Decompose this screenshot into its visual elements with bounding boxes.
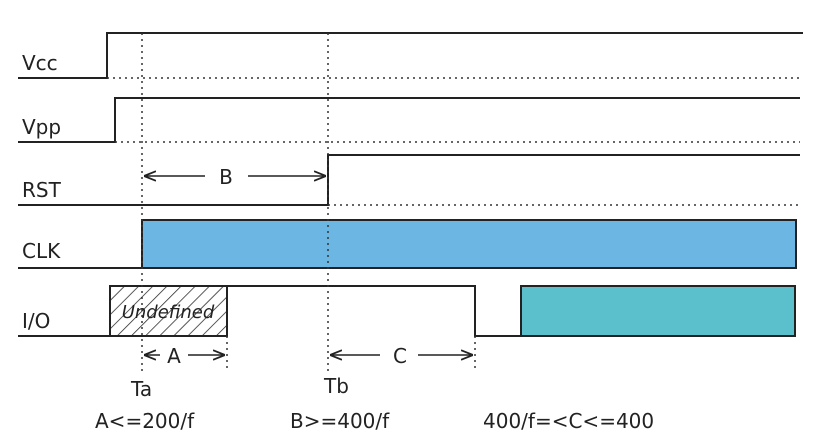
signal-label: Vpp	[22, 115, 61, 139]
condition: 400/f=<C<=400	[483, 409, 654, 433]
signal-label: Vcc	[22, 51, 58, 75]
time-point-label: Ta	[130, 377, 152, 401]
clk-active	[141, 219, 797, 269]
signal-label: RST	[22, 178, 62, 202]
time-point-label: Tb	[323, 374, 349, 398]
interval-label: C	[393, 344, 407, 368]
condition: B>=400/f	[290, 409, 390, 433]
interval-label: A	[167, 344, 181, 368]
io-undefined	[109, 285, 228, 337]
io-wave	[227, 285, 521, 337]
io-data	[520, 285, 796, 337]
undefined-label: Undefined	[122, 302, 215, 323]
vcc-wave	[18, 32, 803, 79]
interval-label: B	[219, 165, 233, 189]
condition: A<=200/f	[95, 409, 195, 433]
signal-label: CLK	[22, 239, 61, 263]
signal-label: I/O	[22, 309, 50, 333]
rst-wave	[18, 154, 800, 206]
vpp-wave	[18, 97, 800, 143]
